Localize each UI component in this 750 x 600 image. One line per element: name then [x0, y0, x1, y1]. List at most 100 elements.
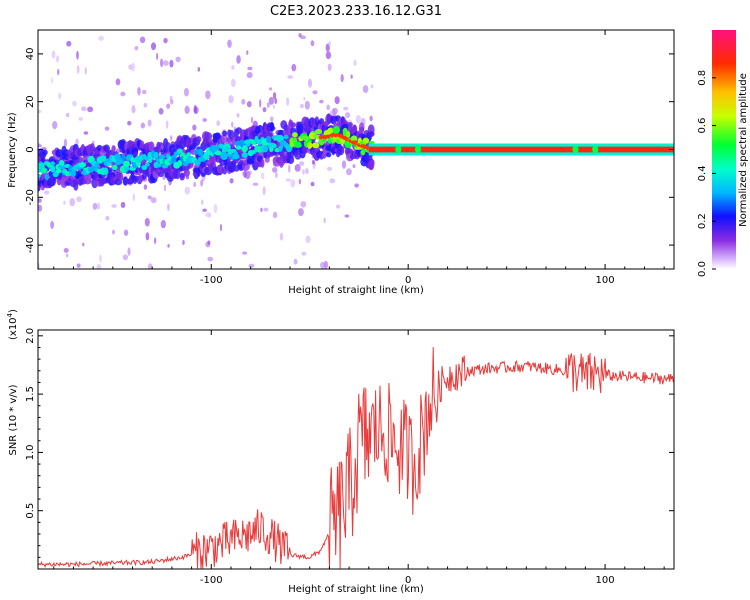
spectrogram-speckle — [132, 193, 135, 202]
spectrogram-speckle — [192, 124, 197, 131]
spectrogram-speckle — [182, 239, 185, 246]
spectrogram-x-tick-label: -100 — [200, 275, 223, 286]
spectrogram-speckle — [120, 91, 126, 97]
spectrogram-core-cell — [214, 150, 222, 156]
spectrogram-ticks: -100 0 100 -40 -20 0 20 40 — [25, 30, 674, 286]
snr-x-axis-label: Height of straight line (km) — [288, 584, 424, 595]
spectrogram-speckle — [236, 54, 241, 64]
spectrogram-speckle — [350, 74, 353, 79]
spectrogram-speckle — [326, 104, 331, 111]
spectrogram-speckle — [327, 63, 332, 71]
spectrogram-cell — [238, 159, 244, 165]
snr-y-scale-label: (x104) — [6, 309, 19, 340]
spectrogram-speckle — [76, 50, 79, 60]
spectrogram-speckle — [252, 182, 259, 186]
spectrogram-speckle — [81, 106, 87, 112]
spectrogram-speckle — [353, 59, 357, 66]
spectrogram-core-cell — [106, 161, 111, 167]
spectrogram-speckle — [83, 131, 89, 135]
spectrogram-speckle — [96, 263, 102, 269]
spectrogram-core-cell — [78, 162, 87, 168]
spectrogram-speckle — [272, 104, 275, 109]
spectrogram-speckle — [76, 263, 81, 268]
spectrogram-cell — [216, 165, 223, 174]
spectrogram-speckle — [291, 63, 297, 72]
colorbar-tick-label: 0.2 — [697, 213, 708, 229]
snr-y-scale-prefix: (x10 — [8, 317, 19, 340]
spectrogram-cell — [183, 168, 190, 177]
spectrogram-speckle — [65, 253, 69, 258]
spectrogram-speckle — [78, 117, 83, 121]
snr-panel: -100 0 100 0.5 1.0 1.5 2.0 Height of straight … — [6, 309, 675, 595]
spectrogram-speckle — [38, 144, 42, 148]
spectrogram-x-tick-label: 100 — [596, 275, 615, 286]
spectrogram-speckle — [63, 200, 66, 205]
spectrogram-core-cell — [251, 149, 256, 155]
spectrogram-speckle — [300, 35, 306, 40]
spectrogram-speckle — [219, 223, 223, 232]
spectrogram-speckle — [44, 190, 50, 195]
spectrogram-speckle — [104, 126, 110, 131]
spectrogram-speckle — [66, 40, 72, 47]
spectrogram-speckle — [323, 260, 329, 269]
spectrogram-speckle — [202, 118, 207, 122]
spectrogram-cell — [336, 145, 345, 156]
spectrogram-speckle — [333, 107, 338, 115]
spectrogram-cell — [214, 132, 221, 140]
spectrogram-speckle — [127, 247, 131, 256]
spectrogram-speckle — [328, 41, 331, 46]
spectrogram-speckle — [345, 168, 352, 176]
spectrogram-speckle — [163, 184, 167, 192]
spectrogram-core-cell — [123, 160, 131, 168]
spectrogram-speckle — [268, 87, 273, 91]
spectrogram-speckle — [76, 65, 80, 74]
spectrogram-core-cell — [217, 143, 225, 149]
spectrogram-core-cell — [314, 128, 323, 135]
spectrogram-speckle — [326, 166, 333, 171]
spectrogram-speckle — [344, 112, 351, 119]
spectrogram-core-cell — [50, 161, 56, 166]
spectrogram-speckle — [334, 96, 340, 105]
spectrogram-speckle — [111, 229, 115, 235]
spectrogram-speckle — [197, 67, 201, 72]
spectrogram-speckle — [134, 46, 139, 51]
spectrogram-cell — [264, 157, 270, 163]
spectrogram-speckle — [369, 115, 373, 122]
spectrogram-speckle — [120, 201, 126, 208]
spectrogram-speckle — [362, 85, 369, 94]
spectrogram-speckle — [262, 186, 266, 196]
colorbar: 0.0 0.2 0.4 0.6 0.8 Normalized spectral ampl… — [697, 30, 749, 277]
spectrogram-speckle — [352, 164, 356, 169]
spectrogram-speckle — [143, 103, 148, 108]
spectrogram-speckle — [304, 100, 310, 110]
spectrogram-speckle — [87, 106, 94, 113]
spectrogram-speckle — [72, 100, 77, 107]
spectrogram-flat-blob — [572, 145, 579, 154]
spectrogram-cell — [179, 172, 186, 181]
spectrogram-speckle — [150, 42, 157, 51]
snr-x-tick-label: 100 — [596, 575, 615, 586]
spectrogram-speckle — [299, 161, 305, 166]
colorbar-tick-label: 0.6 — [697, 118, 708, 134]
spectrogram-speckle — [231, 78, 236, 88]
spectrogram-speckle — [325, 43, 330, 52]
spectrogram-core-cell — [294, 141, 302, 148]
spectrogram-core-cell — [44, 173, 50, 181]
spectrogram-cell — [257, 124, 263, 134]
spectrogram-speckle — [310, 181, 315, 187]
spectrogram-core-cell — [38, 173, 42, 178]
spectrogram-cell — [221, 134, 228, 144]
colorbar-tick-label: 0.8 — [697, 70, 708, 86]
spectrogram-cell — [346, 148, 354, 155]
spectrogram-speckle — [38, 204, 43, 212]
spectrogram-speckle — [355, 114, 361, 124]
spectrogram-speckle — [227, 39, 232, 48]
spectrogram-speckle — [275, 171, 278, 178]
spectrogram-speckle — [163, 60, 169, 66]
spectrogram-core-cell — [350, 135, 358, 142]
spectrogram-cell — [42, 149, 48, 156]
spectrogram-cell — [62, 149, 71, 157]
spectrogram-speckle — [50, 220, 55, 229]
spectrogram-core-cell — [94, 162, 100, 169]
